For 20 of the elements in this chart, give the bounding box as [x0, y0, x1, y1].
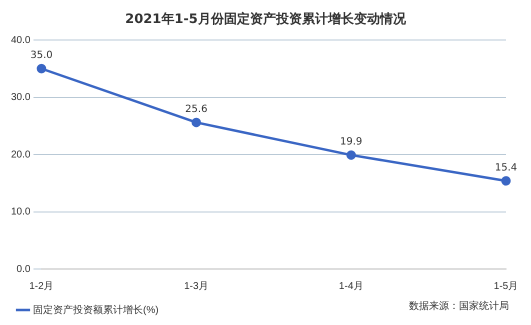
legend-label: 固定资产投资额累计增长(%): [33, 304, 159, 316]
chart-title: 2021年1-5月份固定资产投资累计增长变动情况: [124, 10, 407, 28]
x-tick-label: 1-5月: [494, 280, 518, 292]
y-tick-label: 10.0: [10, 206, 31, 218]
y-tick-label: 40.0: [10, 34, 31, 46]
data-label: 35.0: [30, 50, 53, 62]
data-label: 15.4: [494, 162, 518, 174]
x-tick-label: 1-2月: [29, 280, 54, 292]
y-tick-label: 30.0: [10, 92, 31, 103]
data-label: 25.6: [185, 104, 208, 116]
point: [501, 176, 511, 186]
point: [192, 118, 202, 128]
x-tick-label: 1-3月: [184, 280, 209, 292]
point: [36, 64, 46, 74]
y-tick-label: 20.0: [10, 149, 31, 160]
data-label: 19.9: [340, 136, 362, 148]
y-tick-label: 0.0: [16, 264, 31, 275]
x-tick-label: 1-4月: [338, 280, 364, 292]
point: [346, 150, 356, 160]
source-note: 数据来源：国家统计局: [409, 300, 509, 313]
